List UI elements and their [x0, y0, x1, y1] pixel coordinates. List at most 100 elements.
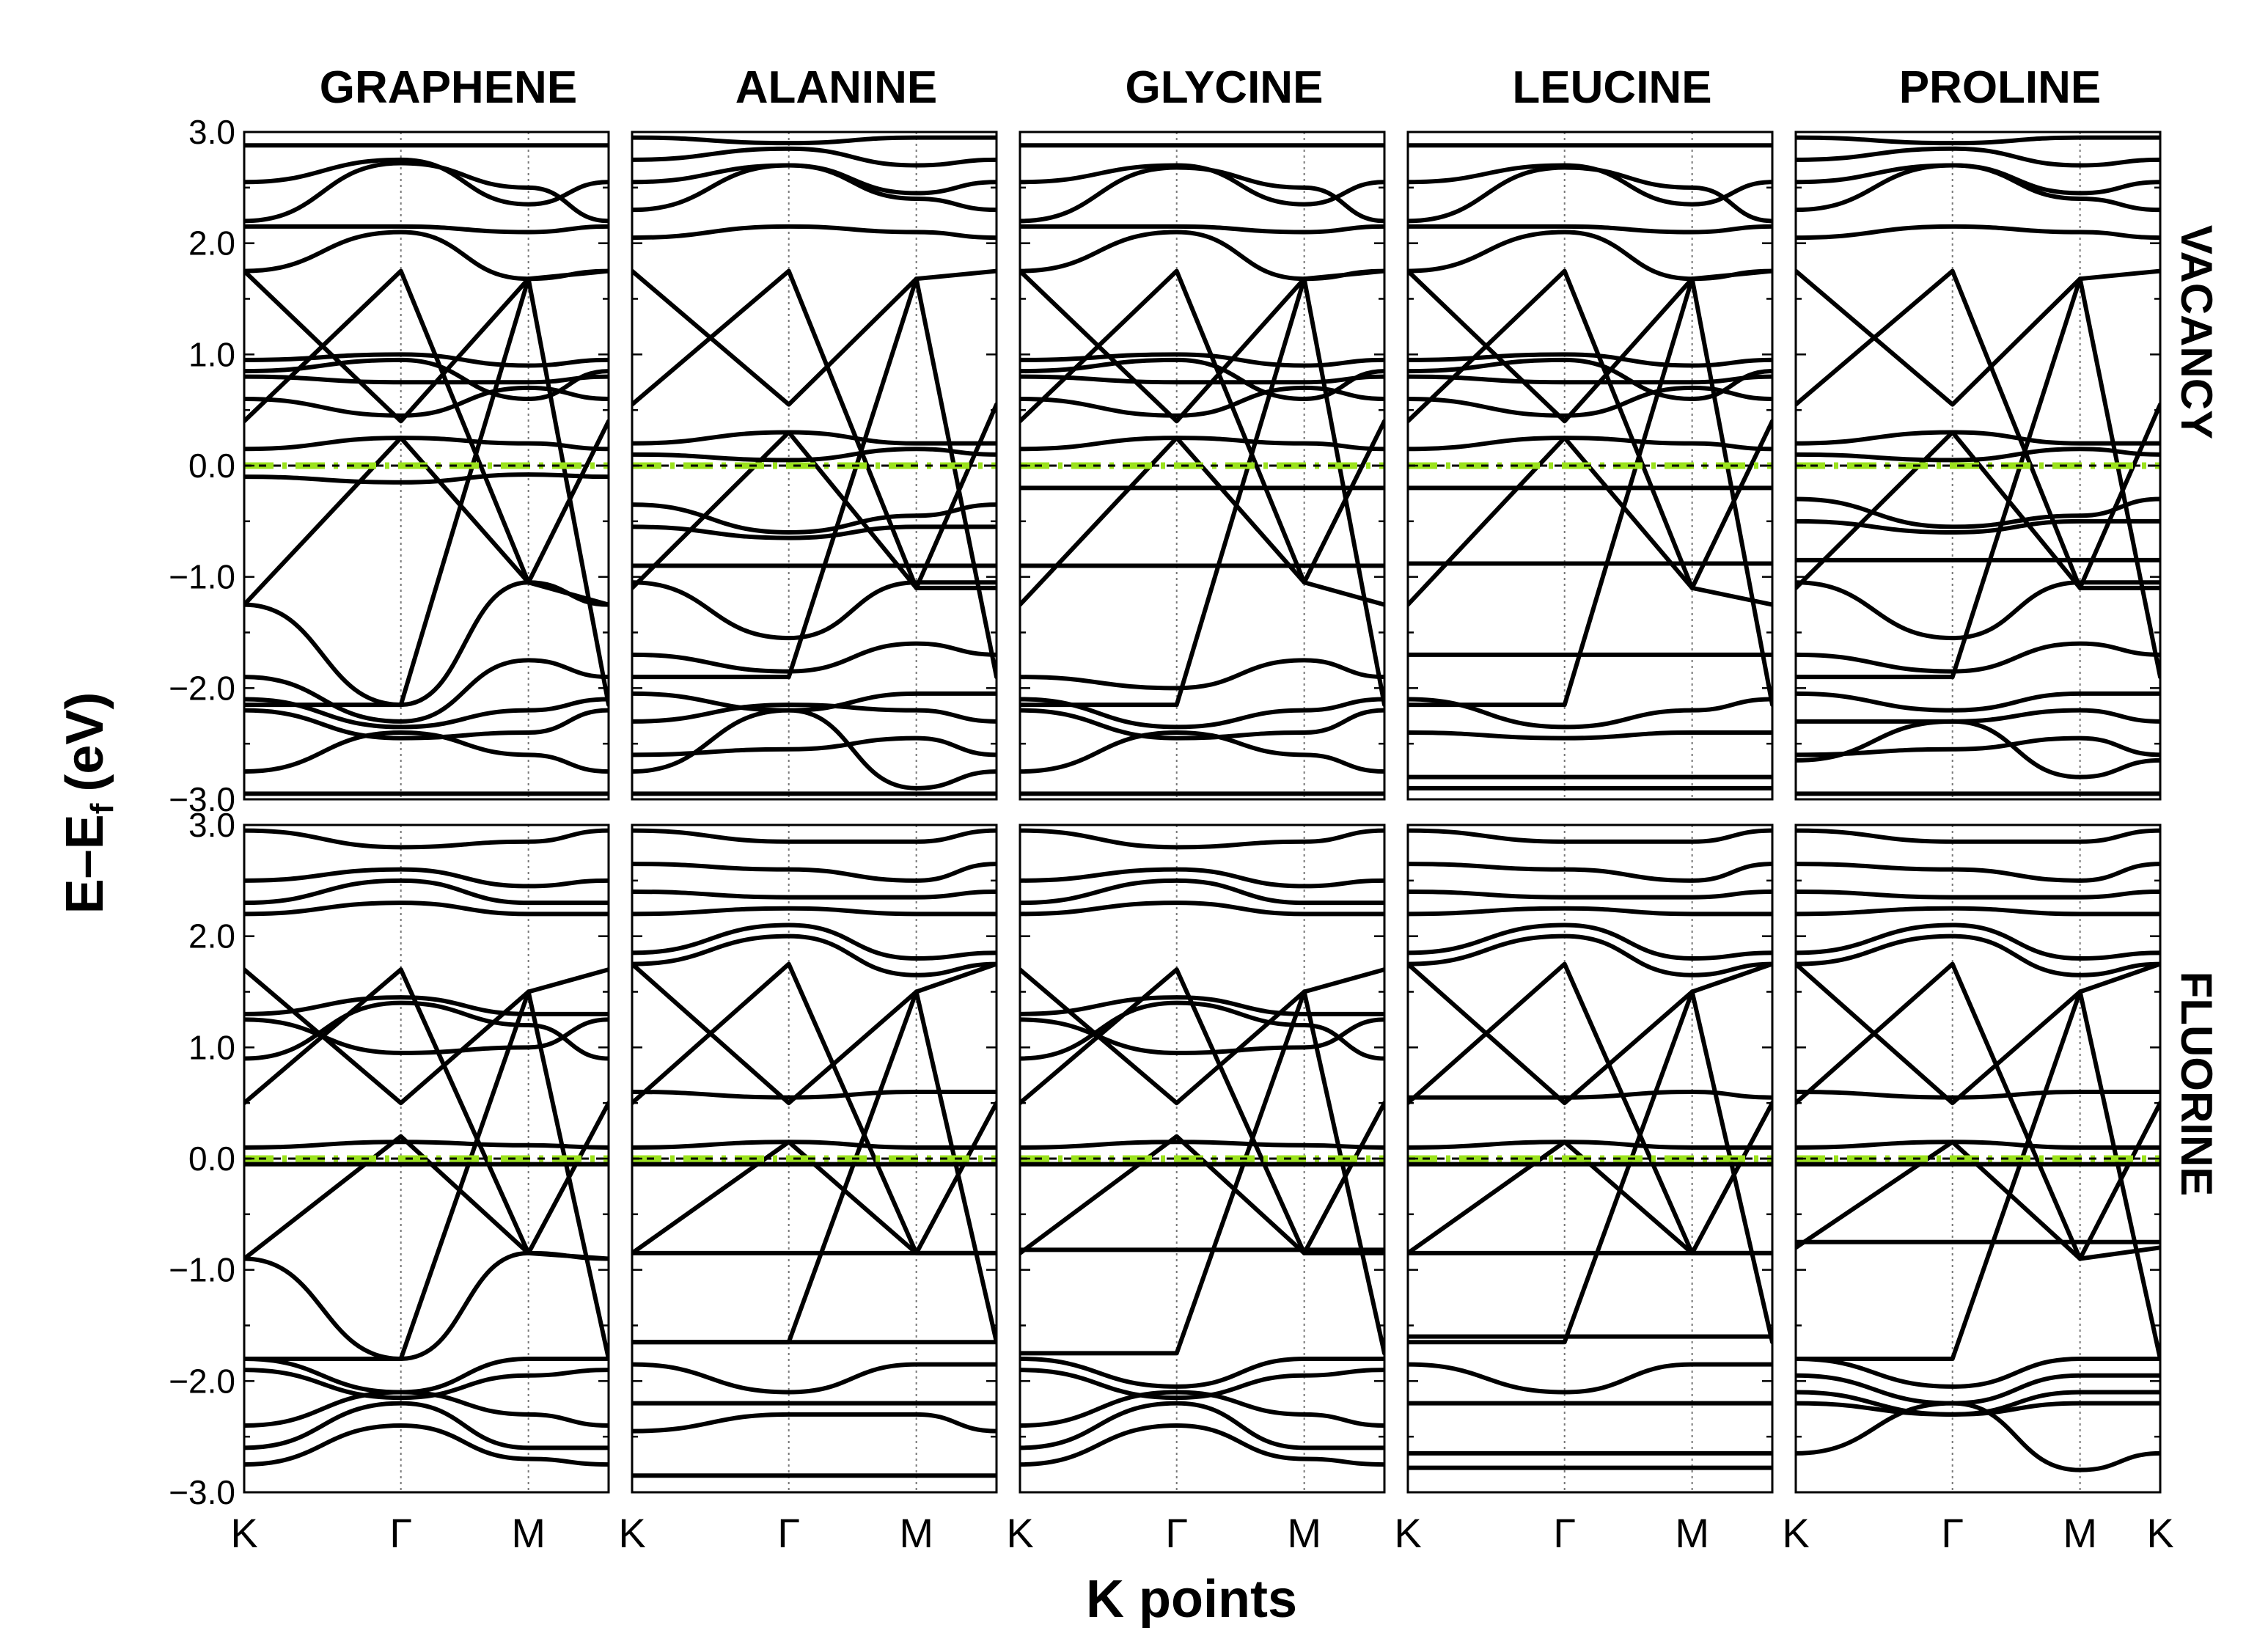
- dirac-band-line: [1020, 1134, 1384, 1255]
- panel-fluorine-alanine: [631, 824, 998, 1494]
- band-line: [244, 1356, 609, 1395]
- dirac-band-line: [1796, 989, 2160, 1361]
- bands: [1408, 143, 1772, 791]
- band-line: [632, 703, 997, 724]
- band-line: [244, 878, 609, 906]
- band-line: [1020, 1368, 1384, 1401]
- bands: [1408, 828, 1772, 1470]
- band-line: [1796, 224, 2160, 241]
- band-line: [244, 867, 609, 889]
- band-line: [1796, 1089, 2160, 1100]
- band-line: [244, 161, 609, 224]
- dirac-band-line: [1408, 1140, 1772, 1255]
- band-line: [244, 900, 609, 917]
- band-line: [632, 708, 997, 791]
- dirac-band-line: [1796, 430, 2160, 590]
- band-line: [1408, 1140, 1772, 1150]
- band-line: [244, 352, 609, 368]
- column-title-leucine: LEUCINE: [1512, 62, 1711, 113]
- column-title-alanine: ALANINE: [735, 62, 938, 113]
- band-line: [244, 224, 609, 235]
- band-line: [1020, 1140, 1384, 1150]
- y-tick-label: −1.0: [169, 1251, 235, 1289]
- band-line: [1408, 374, 1772, 385]
- band-line: [244, 1017, 609, 1055]
- x-tick-label: K: [2146, 1510, 2173, 1556]
- dirac-band-line: [1020, 989, 1384, 1356]
- band-line: [1408, 889, 1772, 900]
- y-tick-label: 1.0: [188, 335, 235, 373]
- band-line: [632, 224, 997, 241]
- x-tick-label: Γ: [1553, 1510, 1576, 1556]
- band-line: [1020, 357, 1384, 401]
- band-line: [1020, 900, 1384, 917]
- band-line: [1020, 1401, 1384, 1450]
- dirac-band-line: [1408, 961, 1772, 1106]
- row-title-vacancy: VACANCY: [2172, 225, 2221, 439]
- band-line: [1020, 867, 1384, 889]
- band-line: [1408, 224, 1772, 235]
- band-line: [1796, 580, 2160, 641]
- band-line: [1020, 1356, 1384, 1389]
- band-line: [1020, 374, 1384, 385]
- panel-vacancy-proline: [1794, 131, 2162, 801]
- panel-fluorine-glycine: [1019, 824, 1386, 1494]
- band-line: [1796, 691, 2160, 713]
- band-line: [244, 472, 609, 485]
- band-line: [244, 1423, 609, 1467]
- y-tick-label: −2.0: [169, 669, 235, 707]
- x-tick-label: M: [1675, 1510, 1709, 1556]
- band-line: [1020, 995, 1384, 1016]
- column-title-proline: PROLINE: [1899, 62, 2102, 113]
- band-line: [1796, 1373, 2160, 1406]
- band-line: [1796, 922, 2160, 961]
- band-line: [1408, 1362, 1772, 1395]
- band-line: [1796, 641, 2160, 674]
- band-line: [1796, 163, 2160, 213]
- band-line: [632, 906, 997, 917]
- band-line: [1408, 230, 1772, 282]
- band-line: [1408, 862, 1772, 883]
- bands: [1796, 828, 2160, 1472]
- band-line: [244, 995, 609, 1016]
- y-tick-label: 0.0: [188, 1140, 235, 1178]
- y-tick-label: −2.0: [169, 1362, 235, 1400]
- panel-grid: −3.0−2.0−1.00.01.02.03.0−3.0−2.0−1.00.01…: [169, 113, 2162, 1511]
- x-tick-label: K: [230, 1510, 257, 1556]
- dirac-band-line: [244, 1134, 609, 1261]
- x-tick-label: M: [1287, 1510, 1321, 1556]
- band-line: [1020, 1017, 1384, 1055]
- band-line: [1020, 1423, 1384, 1467]
- y-tick-label: −1.0: [169, 558, 235, 596]
- bands: [244, 828, 609, 1467]
- band-line: [632, 641, 997, 674]
- band-line: [1408, 933, 1772, 977]
- band-line: [632, 828, 997, 844]
- band-line: [1020, 165, 1384, 224]
- y-tick-label: 3.0: [188, 806, 235, 844]
- band-line: [1796, 1401, 2160, 1472]
- band-line: [632, 1412, 997, 1434]
- dirac-band-line: [632, 268, 997, 590]
- dirac-band-line: [1408, 268, 1772, 590]
- band-line: [1408, 357, 1772, 401]
- band-line: [244, 730, 609, 774]
- band-line: [1408, 828, 1772, 844]
- band-line: [244, 580, 609, 708]
- panel-vacancy-alanine: [631, 131, 998, 801]
- column-title-graphene: GRAPHENE: [320, 62, 577, 113]
- band-line: [244, 230, 609, 282]
- band-line: [1020, 224, 1384, 235]
- band-line: [244, 828, 609, 850]
- band-line: [1408, 730, 1772, 741]
- x-tick-label: K: [1782, 1510, 1809, 1556]
- band-line: [632, 736, 997, 758]
- band-line: [1020, 828, 1384, 850]
- band-line: [632, 889, 997, 900]
- dirac-band-line: [1020, 268, 1384, 424]
- band-line: [1020, 658, 1384, 691]
- dirac-band-line: [1408, 989, 1772, 1345]
- band-line: [1408, 906, 1772, 917]
- bands: [1020, 143, 1384, 796]
